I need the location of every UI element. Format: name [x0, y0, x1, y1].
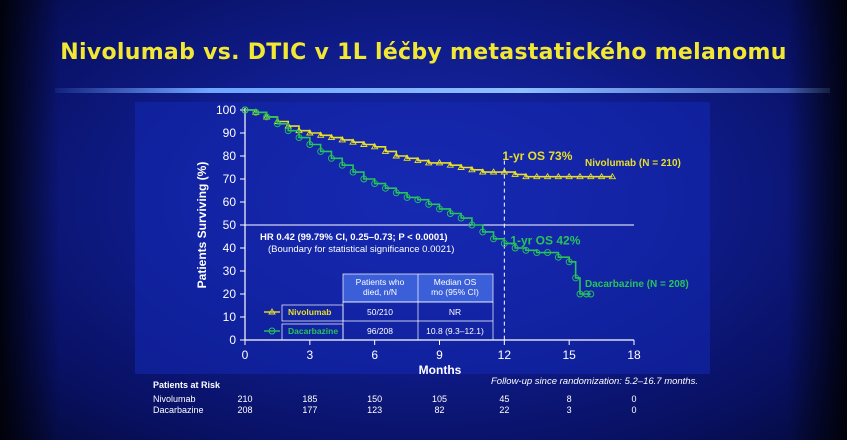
x-tick-label: 12 [498, 348, 512, 362]
at-risk-value: 8 [567, 394, 572, 404]
boundary-text: (Boundary for statistical significance 0… [268, 244, 454, 255]
y-tick-label: 90 [223, 126, 237, 140]
at-risk-value: 150 [367, 394, 382, 404]
y-tick-label: 60 [223, 195, 237, 209]
annotation-nivolumab-n: Nivolumab (N = 210) [585, 158, 681, 169]
at-risk-value: 185 [302, 394, 317, 404]
at-risk-value: 177 [302, 405, 317, 415]
x-tick-label: 18 [627, 348, 641, 362]
x-tick-label: 3 [306, 348, 313, 362]
at-risk-value: 208 [237, 405, 252, 415]
x-tick-label: 0 [242, 348, 249, 362]
at-risk-title: Patients at Risk [153, 380, 221, 390]
y-tick-label: 80 [223, 149, 237, 163]
hazard-ratio-text: HR 0.42 (99.79% CI, 0.25–0.73; P < 0.000… [260, 232, 448, 243]
y-tick-label: 0 [229, 333, 236, 347]
at-risk-value: 45 [499, 394, 509, 404]
at-risk-value: 0 [631, 394, 636, 404]
y-tick-label: 50 [223, 218, 237, 232]
y-tick-label: 10 [223, 310, 237, 324]
followup-text: Follow-up since randomization: 5.2–16.7 … [491, 376, 698, 387]
at-risk-value: 82 [434, 405, 444, 415]
y-tick-label: 20 [223, 287, 237, 301]
table-cell-median: 10.8 (9.3–12.1) [426, 326, 484, 336]
y-tick-label: 100 [216, 103, 236, 117]
y-tick-label: 30 [223, 264, 237, 278]
at-risk-value: 105 [432, 394, 447, 404]
y-axis-label: Patients Surviving (%) [195, 162, 209, 289]
at-risk-value: 0 [631, 405, 636, 415]
y-tick-label: 70 [223, 172, 237, 186]
table-row-label: Dacarbazine [288, 326, 338, 336]
table-cell-died: 96/208 [367, 326, 393, 336]
annotation-1yr-dacarbazine: 1-yr OS 42% [510, 233, 580, 247]
table-cell-died: 50/210 [367, 307, 393, 317]
x-tick-label: 15 [562, 348, 576, 362]
at-risk-label: Nivolumab [153, 394, 196, 404]
at-risk-label: Dacarbazine [153, 405, 204, 415]
x-tick-label: 9 [436, 348, 443, 362]
table-row-label: Nivolumab [288, 307, 331, 317]
annotation-1yr-nivolumab: 1-yr OS 73% [502, 149, 572, 163]
table-cell-median: NR [449, 307, 461, 317]
at-risk-value: 123 [367, 405, 382, 415]
at-risk-value: 3 [567, 405, 572, 415]
at-risk-value: 210 [237, 394, 252, 404]
at-risk-value: 22 [499, 405, 509, 415]
x-axis-label: Months [419, 363, 462, 377]
x-tick-label: 6 [371, 348, 378, 362]
table-header-median: Median OS mo (95% CI) [431, 277, 479, 297]
annotation-dacarbazine-n: Dacarbazine (N = 208) [585, 279, 689, 290]
y-tick-label: 40 [223, 241, 237, 255]
